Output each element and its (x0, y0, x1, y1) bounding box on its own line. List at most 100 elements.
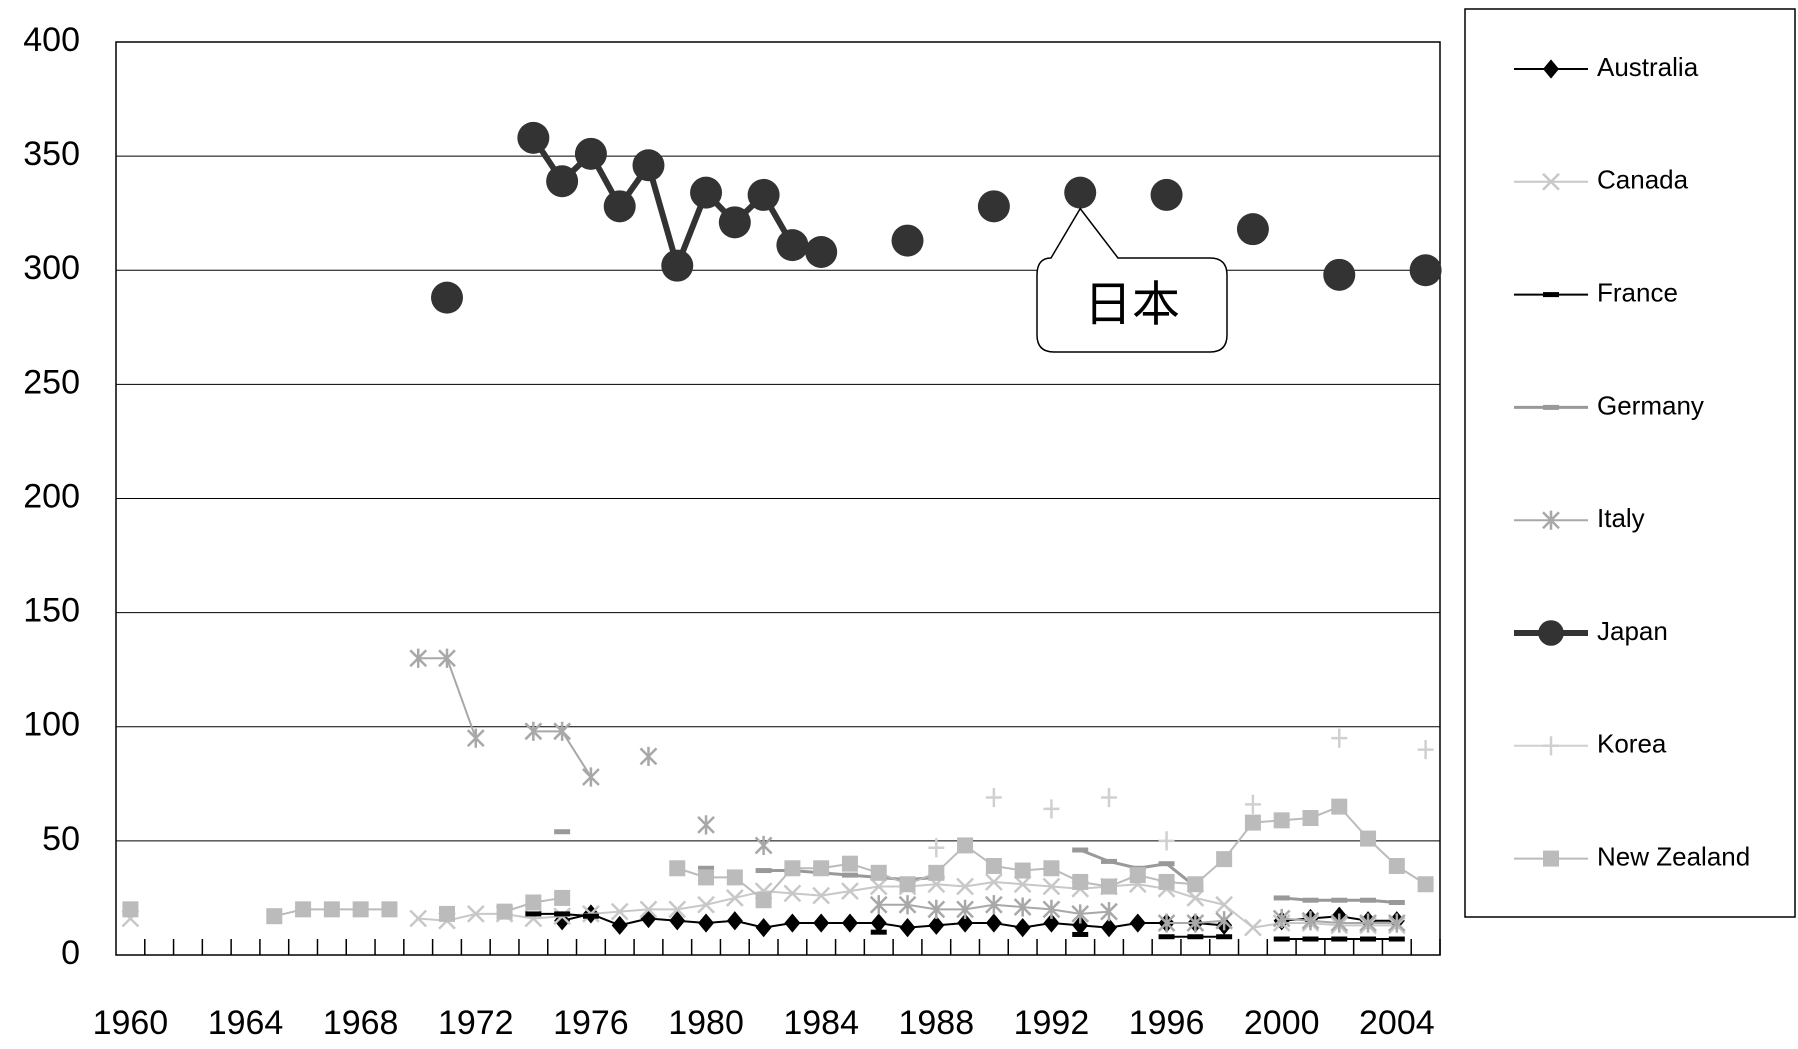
y-tick-label: 300 (23, 249, 80, 287)
marker (725, 889, 744, 907)
legend-marker (1543, 736, 1559, 756)
marker (747, 178, 780, 211)
marker (841, 913, 858, 933)
marker (381, 901, 398, 918)
marker (1158, 831, 1175, 851)
marker (1301, 911, 1320, 931)
marker (1064, 176, 1097, 209)
marker (611, 915, 628, 935)
marker (698, 865, 715, 871)
marker (1331, 798, 1348, 815)
marker (977, 190, 1010, 223)
marker (1158, 873, 1175, 890)
marker (870, 929, 887, 935)
marker (841, 855, 858, 872)
legend-marker (1542, 172, 1560, 191)
marker (466, 728, 485, 748)
marker (1302, 897, 1319, 903)
marker (805, 235, 838, 268)
marker (898, 895, 917, 915)
legend-label: Australia (1597, 52, 1699, 82)
marker (524, 721, 543, 741)
marker (1216, 934, 1233, 940)
marker (841, 872, 858, 878)
marker (1409, 254, 1442, 287)
x-tick-label: 1980 (668, 1004, 744, 1042)
marker (1158, 934, 1175, 940)
marker (1388, 857, 1405, 874)
y-tick-label: 100 (23, 706, 80, 744)
marker (698, 869, 715, 886)
legend-box (1464, 8, 1796, 918)
marker (1417, 876, 1434, 893)
x-tick-label: 2004 (1359, 1004, 1435, 1042)
marker (957, 913, 974, 933)
marker (1331, 897, 1348, 903)
marker (554, 911, 571, 917)
marker (1129, 913, 1146, 933)
marker (928, 838, 945, 858)
marker (1043, 799, 1060, 819)
x-tick-label: 1968 (323, 1004, 399, 1042)
marker (1071, 904, 1090, 924)
marker (438, 648, 456, 668)
marker (1244, 918, 1262, 937)
y-tick-label: 350 (23, 135, 80, 173)
marker (690, 176, 723, 209)
marker (1013, 897, 1032, 917)
x-tick-label: 1984 (783, 1004, 859, 1042)
marker (784, 913, 801, 933)
marker (431, 281, 463, 314)
marker (891, 224, 924, 257)
marker (352, 901, 369, 918)
marker (783, 884, 802, 903)
legend-marker (1543, 404, 1559, 410)
marker (1072, 847, 1089, 853)
marker (525, 911, 542, 917)
marker (639, 900, 658, 919)
marker (574, 137, 607, 170)
marker (1072, 931, 1089, 937)
marker (1150, 178, 1183, 211)
marker (1101, 918, 1117, 938)
legend-marker (1543, 59, 1559, 79)
marker (755, 868, 772, 874)
marker (1158, 861, 1175, 867)
marker (1215, 895, 1234, 914)
marker (517, 121, 550, 154)
marker (1101, 787, 1117, 808)
marker (899, 876, 916, 893)
marker (668, 900, 687, 919)
marker (1187, 934, 1204, 940)
y-tick-label: 250 (23, 363, 80, 401)
marker (546, 165, 579, 198)
marker (1273, 895, 1290, 901)
marker (1157, 913, 1176, 933)
marker (1186, 889, 1205, 907)
marker (632, 149, 665, 182)
marker (1330, 913, 1349, 933)
marker (554, 889, 571, 906)
marker (755, 892, 772, 909)
legend-marker (1543, 850, 1559, 867)
marker (956, 877, 974, 896)
marker (1388, 900, 1405, 906)
marker (439, 905, 455, 922)
marker (1013, 875, 1032, 894)
marker (1042, 877, 1061, 896)
marker (1302, 810, 1319, 827)
marker (1072, 915, 1089, 935)
marker (841, 882, 859, 900)
marker (582, 913, 599, 919)
marker (266, 908, 283, 925)
marker (1014, 918, 1031, 938)
marker (466, 905, 485, 923)
marker (956, 899, 974, 919)
marker (927, 899, 946, 919)
marker (755, 918, 772, 938)
callout (1036, 207, 1228, 353)
marker (869, 877, 888, 896)
marker (669, 860, 686, 877)
marker (1043, 860, 1060, 877)
